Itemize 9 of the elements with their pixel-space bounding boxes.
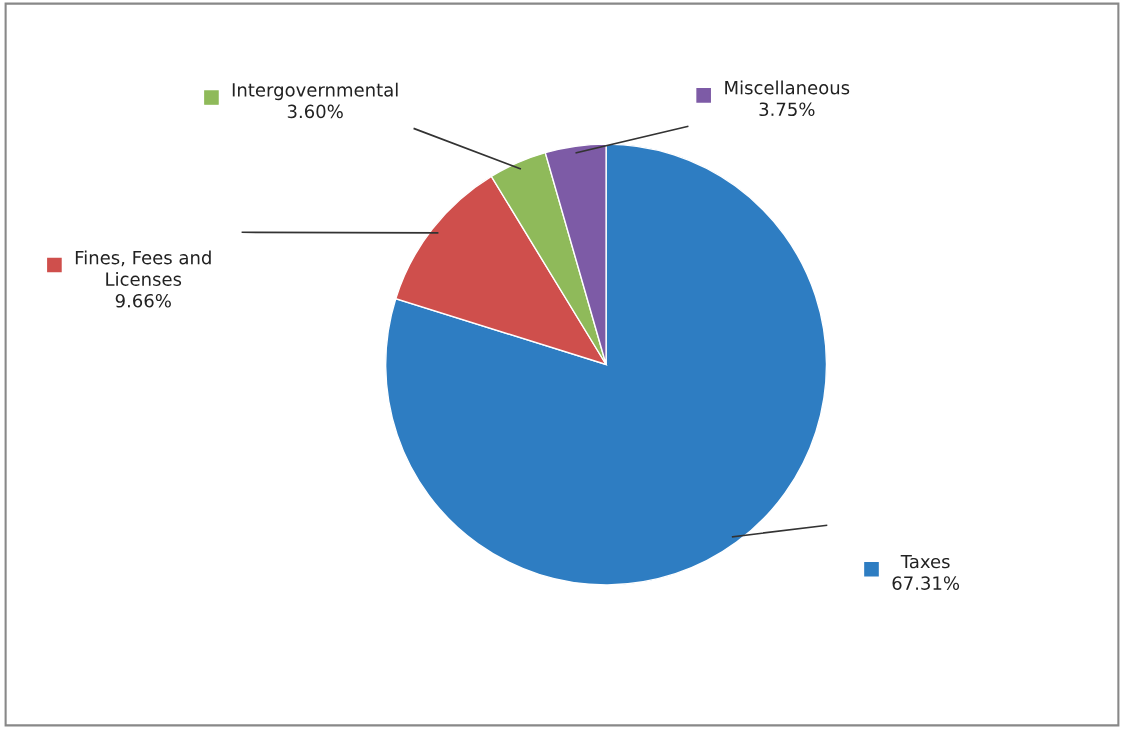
data-label: 3.60%: [287, 104, 343, 119]
pie-slice: [385, 143, 828, 586]
legend-label: Fines, Fees and Licenses: [75, 250, 211, 286]
data-label: 3.75%: [759, 102, 815, 117]
data-label: 67.31%: [892, 576, 960, 590]
legend-label: Intergovernmental: [232, 82, 398, 101]
legend-label: Taxes: [900, 554, 950, 569]
data-label: 9.66%: [115, 293, 171, 308]
legend-label: Miscellaneous: [725, 80, 850, 95]
